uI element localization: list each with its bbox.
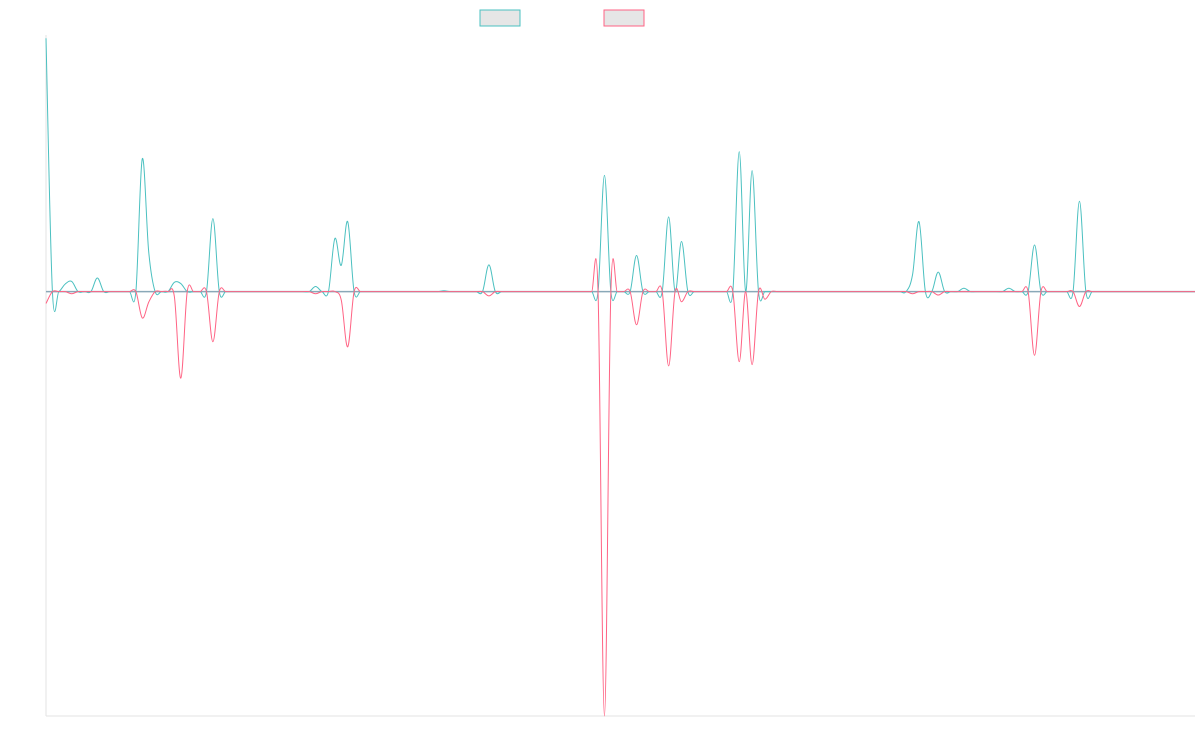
series-line-1	[45, 38, 1195, 312]
legend-swatch-2	[603, 9, 645, 27]
series-line-2	[45, 258, 1195, 717]
legend-swatch-1	[479, 9, 521, 27]
